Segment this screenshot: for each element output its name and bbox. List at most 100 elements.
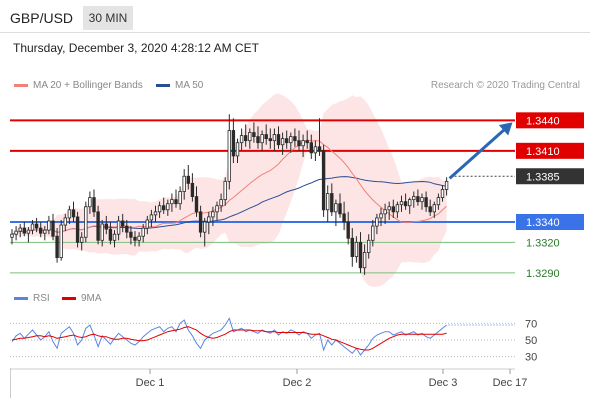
price-tag-label: 1.3340 (526, 217, 560, 229)
candle (145, 215, 149, 235)
candle-body (145, 219, 149, 229)
candle-body (280, 138, 285, 146)
candle-body (428, 206, 432, 213)
candle (420, 193, 424, 210)
candle-body (391, 206, 395, 213)
candle (14, 226, 18, 241)
candle-body (133, 236, 137, 241)
candle (366, 234, 371, 259)
candle (170, 193, 174, 212)
candle-body (100, 223, 104, 241)
candle (375, 213, 379, 235)
candle (166, 199, 170, 216)
candle (39, 222, 43, 238)
candle-body (10, 233, 14, 238)
rsi-level-label: 70 (525, 318, 537, 330)
candle-body (219, 199, 223, 207)
candle (243, 124, 248, 147)
candle-body (334, 203, 338, 213)
candle (325, 185, 330, 222)
candle (276, 126, 281, 149)
candle (112, 230, 117, 248)
candle (248, 128, 252, 149)
candle (432, 201, 436, 218)
candle (194, 186, 199, 217)
candle (47, 215, 51, 235)
candle-body (313, 146, 318, 154)
candle-body (211, 211, 215, 218)
candle-body (34, 223, 39, 229)
candle (284, 130, 289, 149)
candle (96, 205, 100, 245)
candle (239, 128, 244, 151)
chart-timestamp: Thursday, December 3, 2020 4:28:12 AM CE… (13, 41, 259, 55)
candle (125, 219, 129, 239)
candle-body (248, 132, 252, 142)
candle (207, 211, 211, 235)
candle-body (444, 180, 449, 190)
candle-body (96, 211, 100, 241)
candle-body (104, 223, 108, 230)
candle (313, 140, 318, 161)
candle (59, 219, 63, 261)
candle (104, 215, 108, 235)
candle-body (276, 134, 281, 146)
candle-body (420, 197, 424, 203)
candle (260, 130, 264, 151)
candle (75, 211, 80, 248)
price-tag-resistance (516, 142, 584, 159)
candle-body (166, 203, 170, 211)
candle-body (395, 204, 400, 213)
candle-body (256, 136, 260, 144)
candle (108, 222, 113, 245)
legend-ma20-label: MA 20 + Bollinger Bands (33, 80, 143, 91)
candle (403, 193, 408, 210)
candle (321, 144, 326, 217)
rsi-swatch (14, 296, 28, 300)
bollinger-band (12, 93, 447, 287)
candle (362, 244, 367, 275)
candle-body (71, 209, 76, 218)
candle-body (260, 134, 264, 144)
candle-body (325, 193, 330, 211)
candle (149, 209, 154, 228)
candle (293, 128, 297, 147)
candle-body (412, 196, 416, 201)
candle (235, 138, 240, 164)
price-tag-label: 1.3410 (526, 146, 560, 158)
candle-body (309, 142, 313, 154)
candle-body (342, 213, 346, 223)
candle-body (239, 135, 244, 144)
candle-body (174, 199, 178, 205)
candle-body (186, 175, 190, 184)
candle (116, 215, 121, 241)
candle-body (88, 197, 92, 208)
candle-body (416, 196, 420, 203)
candle-body (182, 175, 186, 192)
candle (440, 185, 445, 202)
x-axis-label: Dec 17 (493, 377, 528, 389)
candle-body (55, 235, 59, 258)
candle (309, 134, 313, 159)
candle (211, 206, 215, 227)
candle (227, 114, 231, 190)
candle-body (440, 189, 445, 198)
candle (67, 205, 72, 225)
candle (358, 232, 363, 273)
candle (268, 128, 272, 149)
candle (71, 201, 76, 222)
candle-body (59, 224, 63, 258)
price-tag-current (516, 168, 584, 185)
candle (395, 201, 400, 218)
candle-body (383, 209, 387, 215)
rsi-level-label: 30 (525, 352, 537, 364)
candle-body (207, 216, 211, 223)
candle (161, 197, 166, 214)
timeframe-button[interactable]: 30 MIN (83, 6, 133, 30)
candle (63, 213, 67, 232)
candle (407, 197, 412, 214)
candle (84, 201, 88, 243)
candle (190, 173, 195, 202)
candle-body (67, 209, 72, 219)
